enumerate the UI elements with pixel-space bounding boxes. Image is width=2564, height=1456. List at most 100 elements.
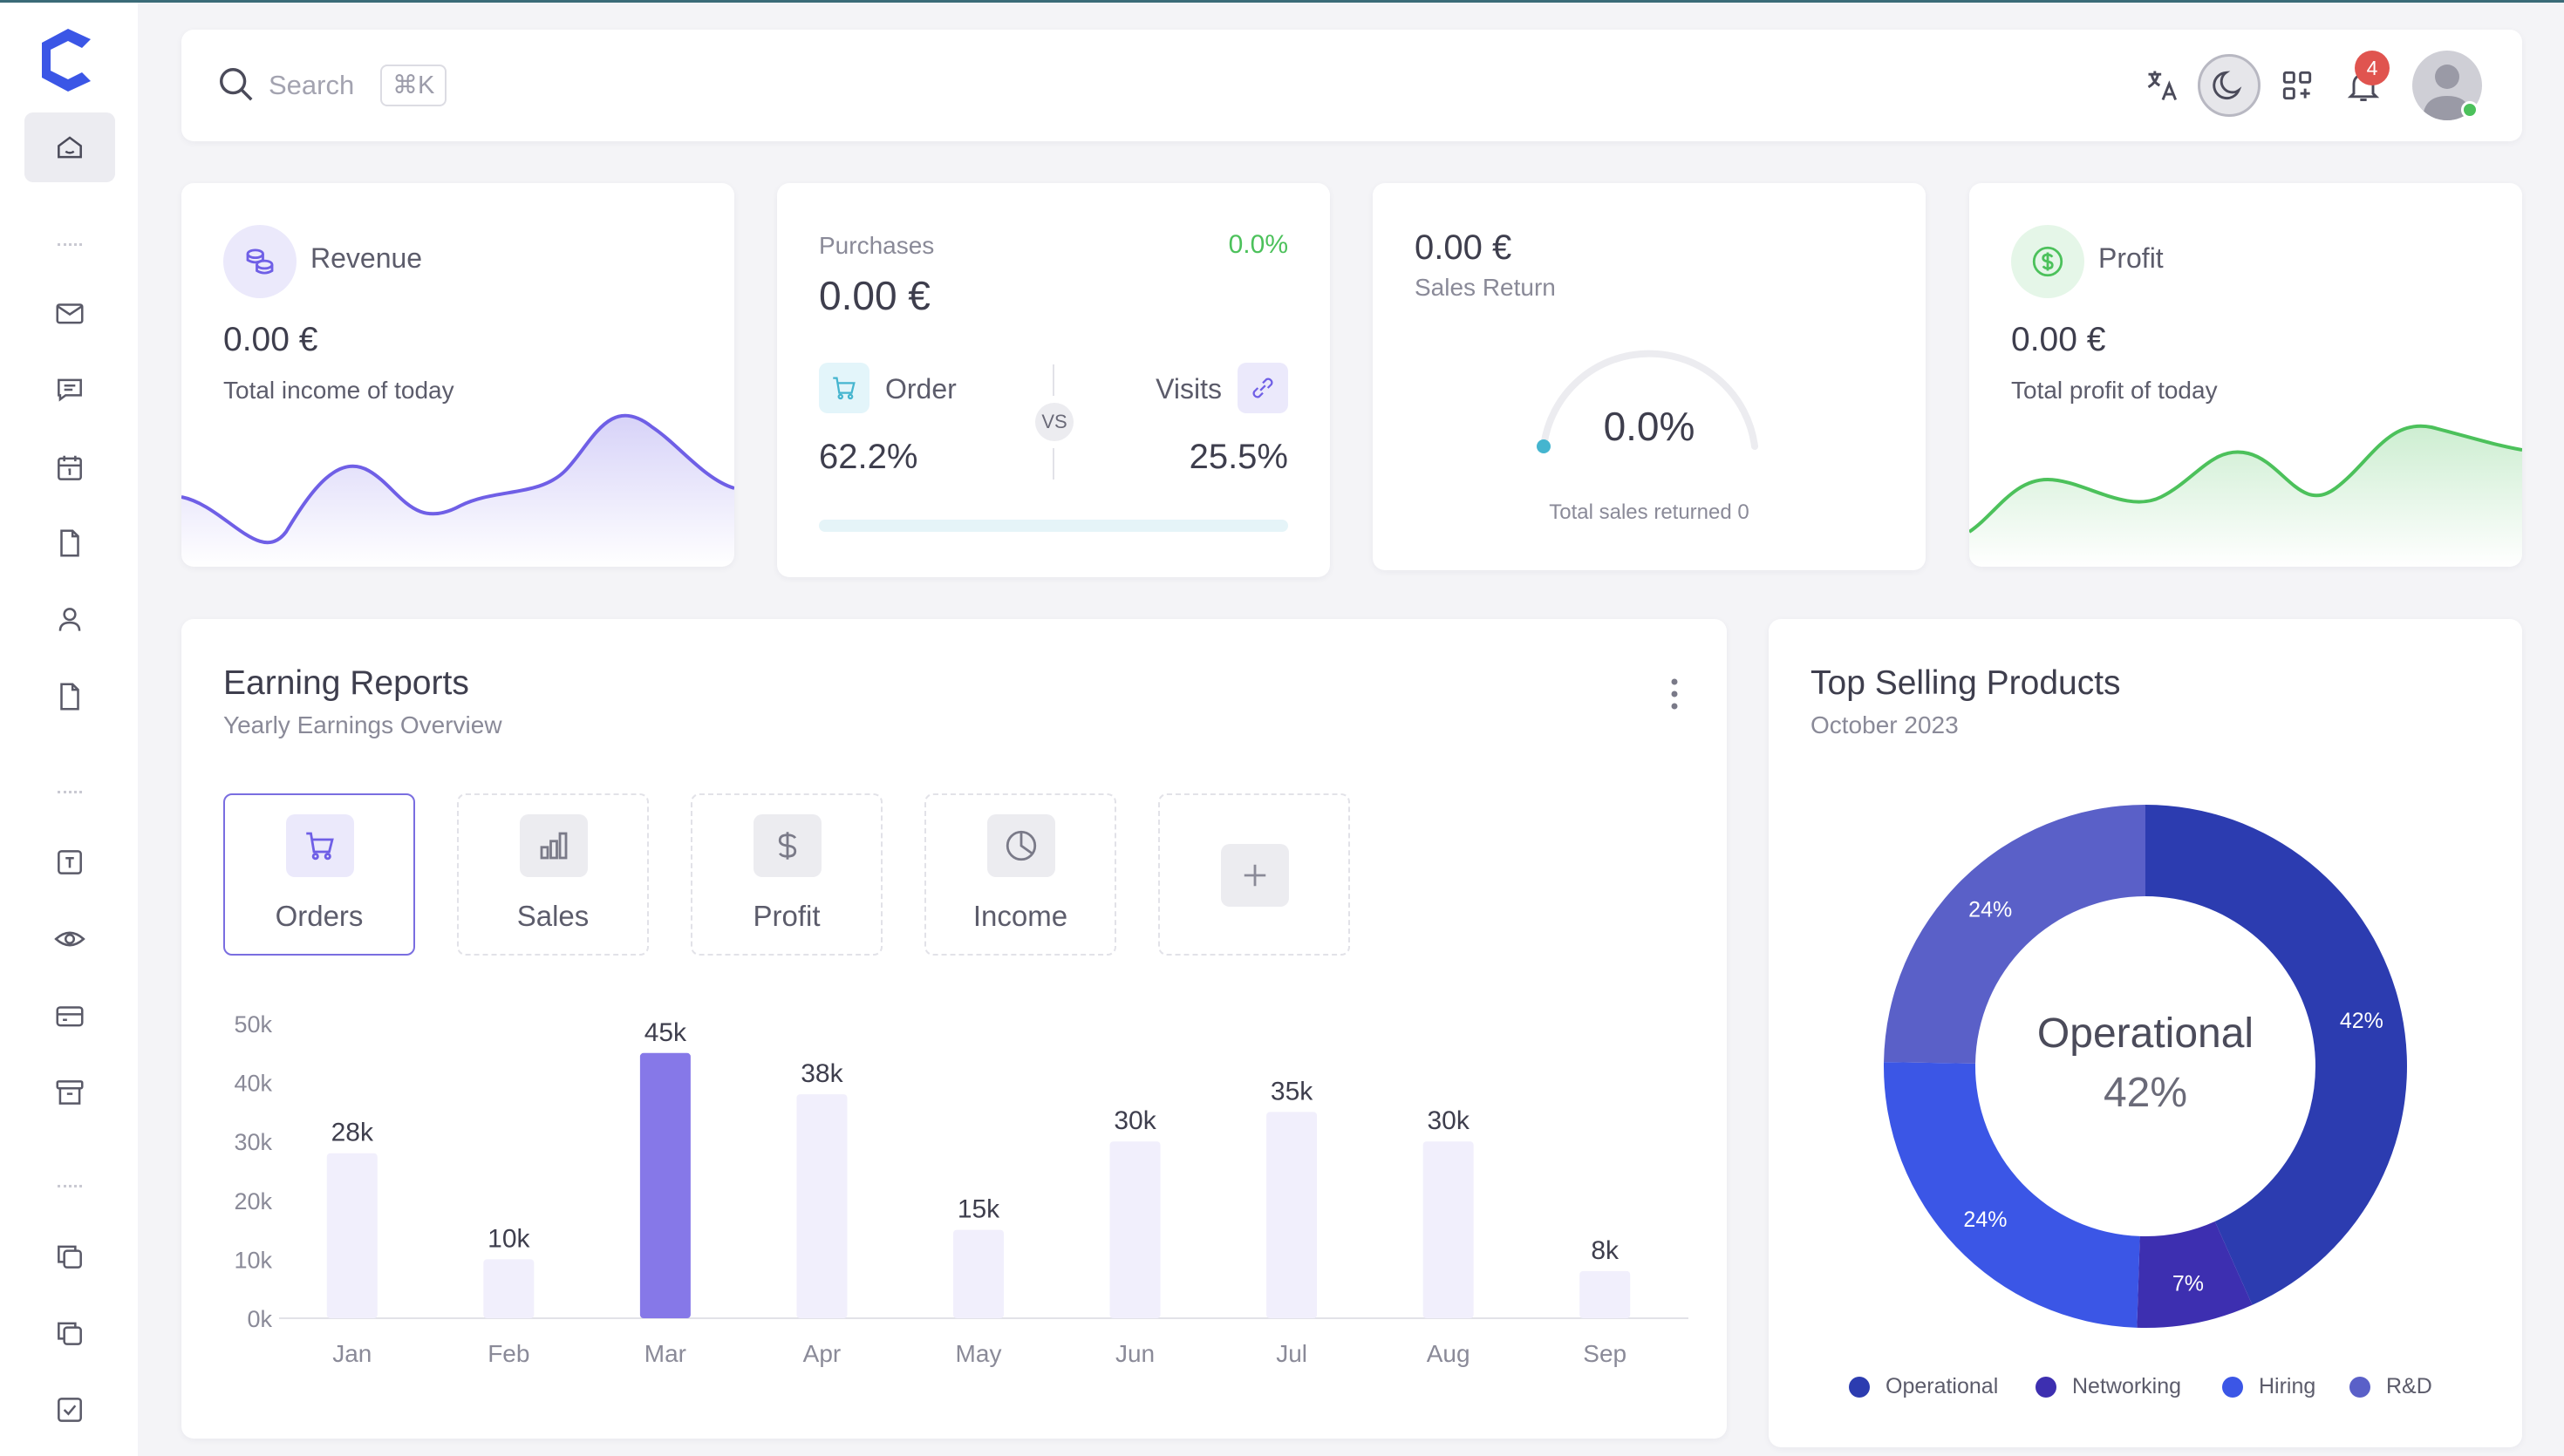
nav-divider: [58, 243, 82, 246]
order-icon-badge: [819, 363, 869, 413]
add-icon-badge: [1221, 844, 1289, 907]
donut-slice-networking[interactable]: [2137, 1221, 2253, 1328]
tab-profit[interactable]: Profit: [691, 793, 883, 956]
nav-file[interactable]: [24, 508, 115, 578]
bar-aug[interactable]: [1422, 1141, 1474, 1318]
visits-value: 25.5%: [1189, 438, 1288, 476]
nav-card[interactable]: [24, 981, 115, 1051]
top-header: ⌘K: [181, 30, 2522, 141]
legend-operational: Operational: [1849, 1374, 1998, 1399]
y-tick-label: 30k: [234, 1129, 272, 1155]
x-tick-label: Jun: [1115, 1340, 1155, 1367]
translate-button[interactable]: [2131, 54, 2194, 117]
revenue-title: Revenue: [310, 242, 423, 274]
donut-slice-operational[interactable]: [2145, 805, 2407, 1305]
bar-value-label: 10k: [488, 1224, 530, 1253]
purchases-card: Purchases 0.0% 0.00 € Order 62.2% VS Vis…: [777, 183, 1330, 577]
sidebar: [0, 3, 138, 1456]
bar-jan[interactable]: [326, 1153, 378, 1318]
user-avatar-icon: [2423, 65, 2472, 120]
donut-slice-rd[interactable]: [1884, 805, 2145, 1064]
nav-divider: [58, 791, 82, 793]
donut-slice-hiring[interactable]: [1884, 1062, 2140, 1328]
bar-value-label: 35k: [1271, 1077, 1313, 1106]
nav-copy-2[interactable]: [24, 1298, 115, 1368]
legend-dot: [1849, 1376, 1870, 1398]
nav-checkbox[interactable]: [24, 1375, 115, 1445]
x-tick-label: Mar: [644, 1340, 686, 1367]
y-tick-label: 40k: [234, 1071, 272, 1097]
chat-icon: [58, 378, 82, 402]
cart-icon: [306, 832, 334, 861]
bar-value-label: 8k: [1591, 1236, 1620, 1265]
x-tick-label: Aug: [1427, 1340, 1470, 1367]
x-tick-label: Apr: [803, 1340, 842, 1367]
bar-value-label: 30k: [1427, 1106, 1470, 1135]
nav-copy[interactable]: [24, 1221, 115, 1291]
nav-user[interactable]: [24, 585, 115, 655]
calendar-icon: [58, 455, 82, 480]
legend-label: Networking: [2072, 1374, 2182, 1398]
file-icon: [60, 683, 79, 711]
legend-dot: [2349, 1376, 2370, 1398]
legend-label: Operational: [1885, 1374, 1999, 1398]
bar-apr[interactable]: [796, 1094, 848, 1318]
nav-mail[interactable]: [24, 278, 115, 348]
revenue-caption: Total income of today: [223, 377, 454, 404]
tab-profit-label: Profit: [753, 900, 821, 932]
bar-may[interactable]: [953, 1229, 1004, 1318]
cart-icon: [833, 377, 856, 400]
tab-sales[interactable]: Sales: [457, 793, 649, 956]
donut-slice-label: 24%: [1968, 897, 2012, 922]
donut-center-label: Operational: [2036, 1010, 2254, 1057]
search-icon[interactable]: [216, 65, 256, 105]
top-selling-donut-chart: 42% 7% 24% 24%: [1884, 805, 2407, 1328]
nav-text[interactable]: [24, 827, 115, 897]
translate-icon: [2147, 71, 2178, 101]
y-tick-label: 10k: [234, 1247, 272, 1273]
revenue-sparkline: [181, 413, 734, 567]
home-icon: [58, 136, 82, 159]
nav-calendar[interactable]: [24, 433, 115, 503]
tab-income[interactable]: Income: [924, 793, 1116, 956]
bar-sep[interactable]: [1579, 1270, 1631, 1318]
eye-icon: [54, 931, 85, 947]
donut-slice-label: 7%: [2172, 1272, 2204, 1296]
purchases-change: 0.0%: [1228, 230, 1288, 259]
y-tick-label: 0k: [247, 1306, 272, 1332]
nav-chat[interactable]: [24, 355, 115, 425]
apps-button[interactable]: [2266, 54, 2329, 117]
nav-home[interactable]: [24, 112, 115, 182]
x-tick-label: Jan: [332, 1340, 372, 1367]
tab-orders[interactable]: Orders: [223, 793, 415, 956]
y-tick-label: 50k: [234, 1011, 272, 1038]
nav-archive[interactable]: [24, 1058, 115, 1127]
bar-mar[interactable]: [639, 1052, 691, 1318]
purchases-title: Purchases: [819, 232, 935, 259]
archive-icon: [56, 1080, 84, 1105]
bar-jul[interactable]: [1266, 1112, 1318, 1318]
theme-toggle-button[interactable]: [2198, 54, 2261, 117]
bar-jun[interactable]: [1109, 1141, 1161, 1318]
plus-icon: [1244, 864, 1266, 887]
nav-eye[interactable]: [24, 904, 115, 974]
profit-title: Profit: [2098, 242, 2164, 274]
legend-dot: [2036, 1376, 2056, 1398]
more-options-button[interactable]: [1664, 677, 1685, 711]
profit-caption: Total profit of today: [2011, 377, 2218, 404]
file-icon: [60, 529, 79, 557]
sales-return-card: 0.00 € Sales Return 0.0% Total sales ret…: [1373, 183, 1926, 570]
legend-rd: R&D: [2349, 1374, 2432, 1399]
search-input[interactable]: [269, 61, 530, 110]
visits-icon-badge: [1238, 363, 1288, 413]
tab-profit-icon-badge: [754, 814, 822, 877]
online-status-dot: [2461, 101, 2479, 119]
nav-file-2[interactable]: [24, 662, 115, 731]
bar-feb[interactable]: [483, 1259, 535, 1318]
legend-label: Hiring: [2259, 1374, 2316, 1398]
search-shortcut: ⌘K: [380, 65, 447, 106]
copy-icon: [58, 1322, 82, 1345]
visits-label: Visits: [1156, 373, 1222, 405]
tab-add[interactable]: [1158, 793, 1350, 956]
app-logo[interactable]: [37, 27, 99, 93]
